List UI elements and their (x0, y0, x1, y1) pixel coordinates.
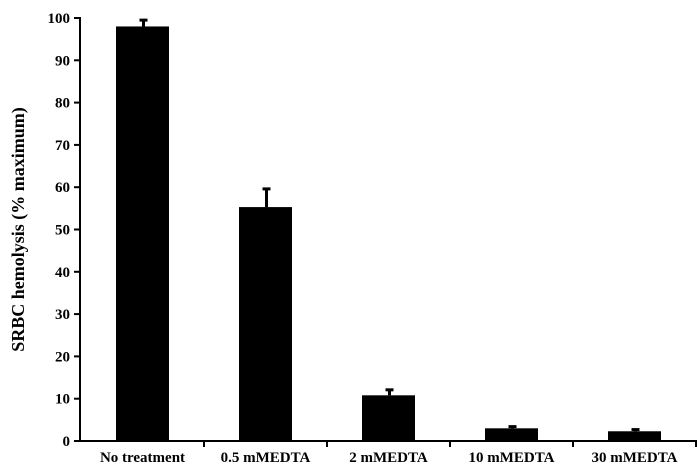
y-tick-label: 70 (55, 138, 70, 154)
error-bars-group (139, 18, 640, 432)
y-tick-label: 50 (55, 223, 70, 239)
x-axis-ticks: No treatment 0.5 mMEDTA 2 mMEDTA 10 mMEDTA 3… (100, 441, 697, 466)
y-tick-label: 0 (63, 434, 71, 450)
y-axis-ticks: 0 10 20 30 40 50 60 70 80 90 100 (48, 11, 80, 450)
x-tick-label: 30 mMEDTA (592, 450, 678, 466)
bars-group (116, 26, 661, 442)
y-tick-label: 20 (55, 349, 70, 365)
y-tick-label: 40 (55, 265, 70, 281)
bar (362, 395, 415, 441)
y-tick-label: 10 (55, 392, 70, 408)
x-tick-label: 2 mMEDTA (349, 450, 428, 466)
y-tick-label: 80 (55, 96, 70, 112)
y-tick-label: 60 (55, 180, 70, 196)
bar (239, 207, 292, 441)
bar (116, 26, 169, 442)
y-tick-label: 90 (55, 53, 70, 69)
y-axis-title: SRBC hemolysis (% maximum) (8, 107, 29, 352)
x-tick-label: 10 mMEDTA (469, 450, 555, 466)
x-tick-label: 0.5 mMEDTA (221, 450, 311, 466)
bar (485, 428, 538, 441)
x-tick-label: No treatment (100, 450, 185, 466)
y-tick-label: 100 (48, 11, 71, 27)
y-tick-label: 30 (55, 307, 70, 323)
bar (608, 431, 661, 441)
